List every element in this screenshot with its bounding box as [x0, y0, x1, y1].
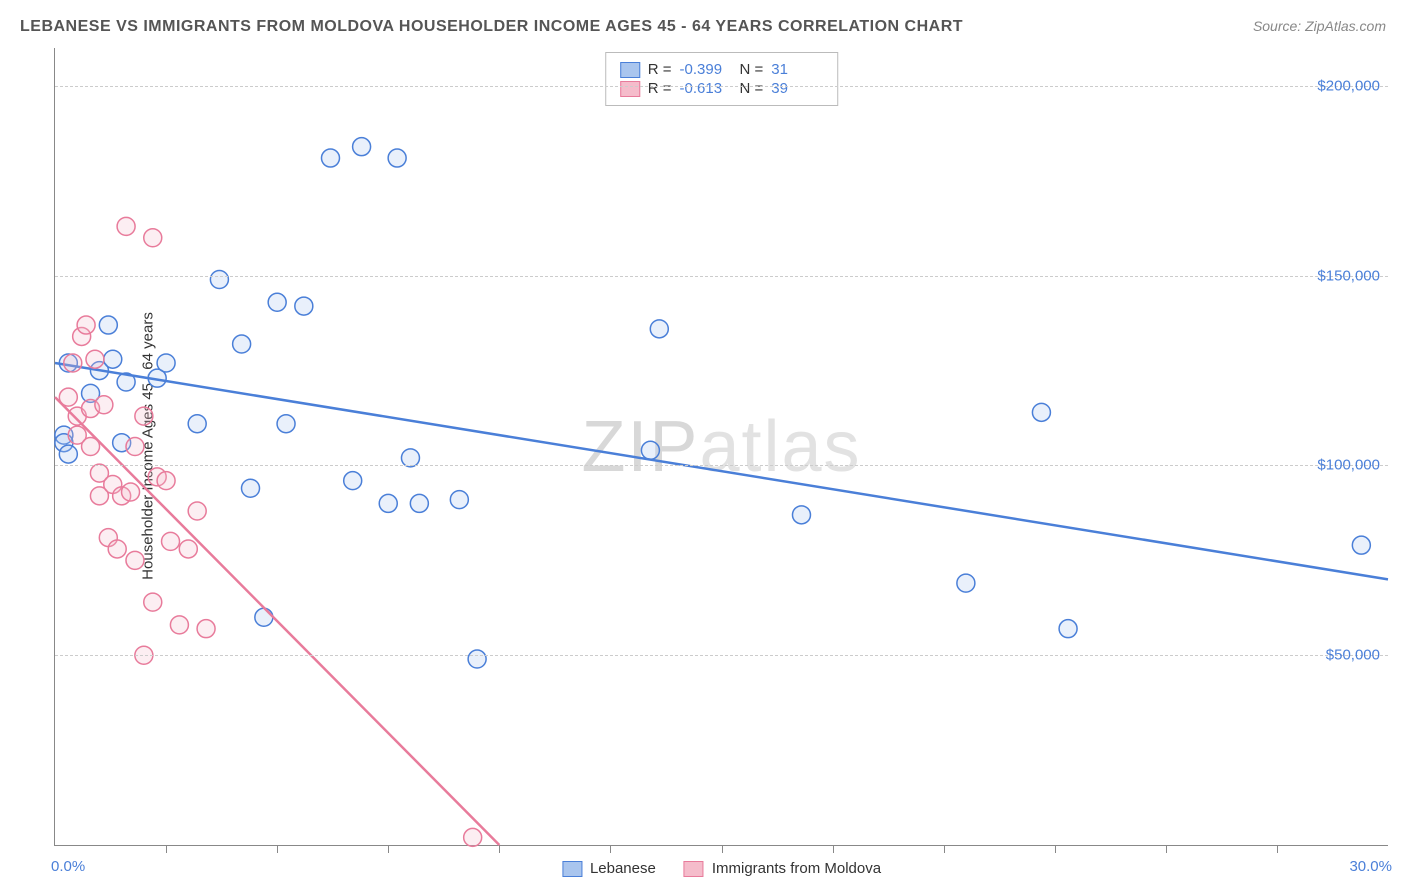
scatter-point: [210, 271, 228, 289]
scatter-point: [321, 149, 339, 167]
x-tick: [388, 845, 389, 853]
scatter-point: [170, 616, 188, 634]
x-tick: [1055, 845, 1056, 853]
scatter-point: [295, 297, 313, 315]
stats-box: R = -0.399 N = 31 R = -0.613 N = 39: [605, 52, 839, 106]
scatter-point: [122, 483, 140, 501]
gridline-h: [55, 86, 1388, 87]
scatter-point: [99, 316, 117, 334]
plot-area: ZIPatlas R = -0.399 N = 31 R = -0.613 N …: [54, 48, 1388, 846]
chart-title: LEBANESE VS IMMIGRANTS FROM MOLDOVA HOUS…: [20, 18, 963, 36]
scatter-point: [144, 229, 162, 247]
x-tick: [722, 845, 723, 853]
stat-r-value-2: -0.613: [680, 80, 732, 97]
scatter-point: [188, 502, 206, 520]
scatter-point: [233, 335, 251, 353]
x-axis-max-label: 30.0%: [1349, 858, 1392, 875]
stat-n-label-2: N =: [740, 80, 764, 97]
scatter-point: [650, 320, 668, 338]
scatter-point: [242, 479, 260, 497]
scatter-point: [468, 650, 486, 668]
stat-r-value-1: -0.399: [680, 61, 732, 78]
scatter-point: [197, 620, 215, 638]
x-tick: [610, 845, 611, 853]
stat-r-label-1: R =: [648, 61, 672, 78]
x-tick: [1166, 845, 1167, 853]
scatter-point: [77, 316, 95, 334]
scatter-point: [86, 350, 104, 368]
scatter-point: [410, 494, 428, 512]
scatter-point: [268, 293, 286, 311]
y-tick-label: $150,000: [1317, 267, 1380, 284]
scatter-point: [188, 415, 206, 433]
scatter-point: [792, 506, 810, 524]
x-tick: [499, 845, 500, 853]
stats-row-1: R = -0.399 N = 31: [620, 61, 824, 78]
scatter-point: [162, 532, 180, 550]
legend-item-1: Lebanese: [562, 860, 656, 877]
y-tick-label: $100,000: [1317, 457, 1380, 474]
scatter-point: [1032, 403, 1050, 421]
gridline-h: [55, 276, 1388, 277]
x-tick: [944, 845, 945, 853]
legend-label-1: Lebanese: [590, 860, 656, 877]
scatter-point: [117, 217, 135, 235]
scatter-point: [344, 472, 362, 490]
scatter-point: [64, 354, 82, 372]
scatter-point: [450, 491, 468, 509]
scatter-point: [1059, 620, 1077, 638]
x-axis-min-label: 0.0%: [51, 858, 85, 875]
scatter-point: [401, 449, 419, 467]
scatter-point: [157, 354, 175, 372]
gridline-h: [55, 655, 1388, 656]
scatter-point: [59, 445, 77, 463]
scatter-point: [179, 540, 197, 558]
scatter-point: [379, 494, 397, 512]
scatter-point: [144, 593, 162, 611]
scatter-point: [104, 350, 122, 368]
swatch-series-1: [620, 62, 640, 78]
scatter-point: [957, 574, 975, 592]
scatter-point: [641, 441, 659, 459]
stat-n-value-1: 31: [771, 61, 823, 78]
swatch-series-2: [620, 81, 640, 97]
x-tick: [166, 845, 167, 853]
scatter-point: [1352, 536, 1370, 554]
scatter-point: [277, 415, 295, 433]
legend-swatch-1: [562, 861, 582, 877]
source-label: Source: ZipAtlas.com: [1253, 18, 1386, 34]
scatter-point: [126, 438, 144, 456]
trend-line: [55, 397, 499, 845]
trend-line: [55, 363, 1388, 579]
plot-svg: [55, 48, 1388, 845]
scatter-point: [95, 396, 113, 414]
scatter-point: [388, 149, 406, 167]
stats-row-2: R = -0.613 N = 39: [620, 80, 824, 97]
y-tick-label: $50,000: [1326, 647, 1380, 664]
chart-container: LEBANESE VS IMMIGRANTS FROM MOLDOVA HOUS…: [0, 0, 1406, 892]
legend-swatch-2: [684, 861, 704, 877]
stat-r-label-2: R =: [648, 80, 672, 97]
legend-item-2: Immigrants from Moldova: [684, 860, 881, 877]
scatter-point: [135, 407, 153, 425]
legend-label-2: Immigrants from Moldova: [712, 860, 881, 877]
x-tick: [277, 845, 278, 853]
x-tick: [1277, 845, 1278, 853]
scatter-point: [255, 608, 273, 626]
scatter-point: [464, 828, 482, 846]
legend: Lebanese Immigrants from Moldova: [562, 860, 881, 877]
gridline-h: [55, 465, 1388, 466]
scatter-point: [126, 551, 144, 569]
scatter-point: [157, 472, 175, 490]
y-tick-label: $200,000: [1317, 77, 1380, 94]
x-tick: [833, 845, 834, 853]
stat-n-label-1: N =: [740, 61, 764, 78]
stat-n-value-2: 39: [771, 80, 823, 97]
scatter-point: [353, 138, 371, 156]
scatter-point: [108, 540, 126, 558]
